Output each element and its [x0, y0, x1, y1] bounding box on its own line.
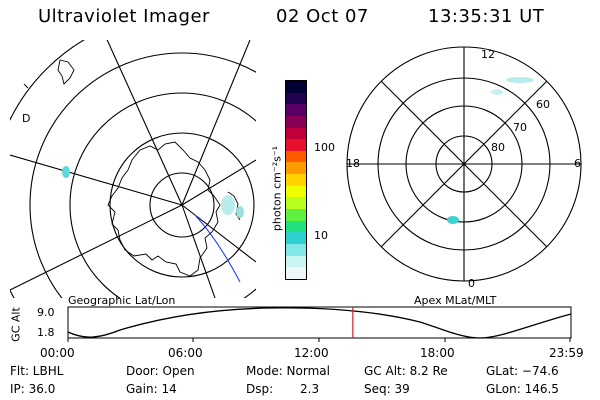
date-label: 02 Oct 07	[276, 6, 369, 27]
timeline-xtick-2: 12:00	[294, 346, 329, 360]
time-label: 13:35:31 UT	[428, 6, 545, 27]
mlat-label-70: 70	[513, 121, 527, 134]
status-flt: Flt: LBHL	[10, 364, 64, 378]
colorbar-tick-10: 10	[314, 229, 328, 242]
status-dsp-label: Dsp:	[246, 382, 274, 396]
left-panel-caption: Geographic Lat/Lon	[68, 294, 176, 307]
altitude-curve	[67, 307, 572, 339]
colorbar-segment	[286, 150, 306, 163]
status-ip: IP: 36.0	[10, 382, 56, 396]
timeline-xtick-1: 06:00	[168, 346, 203, 360]
timeline-ytick-bottom: 1.8	[37, 326, 55, 339]
mlt-label-12: 12	[481, 48, 495, 61]
right-panel-caption: Apex MLat/MLT	[414, 294, 497, 307]
status-dsp-value: 2.3	[300, 382, 320, 396]
status-glat: GLat: −74.6	[486, 364, 559, 378]
mlat-label-80: 80	[491, 141, 505, 154]
status-gain: Gain: 14	[126, 382, 177, 396]
colorbar-tick-100: 100	[314, 141, 335, 154]
status-door: Door: Open	[126, 364, 195, 378]
colorbar-segment	[286, 243, 306, 256]
mlt-label-18: 18	[346, 157, 360, 170]
colorbar-segment	[286, 174, 306, 186]
colorbar-segment	[286, 92, 306, 105]
colorbar-segment	[286, 162, 306, 175]
colorbar-segment	[286, 209, 306, 221]
colorbar-segment	[286, 255, 306, 268]
timeline-xtick-3: 18:00	[420, 346, 455, 360]
corner-label: D	[22, 112, 31, 125]
timeline-xtick-4: 23:59	[549, 346, 584, 360]
colorbar-segment	[286, 139, 306, 151]
colorbar-segment	[286, 81, 306, 93]
colorbar-segment	[286, 197, 306, 210]
colorbar	[285, 80, 307, 280]
mlt-label-6: 6	[574, 157, 581, 170]
status-gc-alt: GC Alt: 8.2 Re	[364, 364, 448, 378]
timeline-ytick-top: 9.0	[37, 306, 55, 319]
status-glon: GLon: 146.5	[486, 382, 559, 396]
status-seq: Seq: 39	[364, 382, 410, 396]
colorbar-segment	[286, 220, 306, 233]
colorbar-segment	[286, 115, 306, 128]
colorbar-segment	[286, 267, 306, 279]
colorbar-segment	[286, 104, 306, 116]
mlt-label-0: 0	[468, 277, 475, 290]
colorbar-segment	[286, 232, 306, 244]
timeline-xtick-0: 00:00	[40, 346, 75, 360]
timeline-frame	[67, 306, 572, 339]
mlat-label-60: 60	[536, 98, 550, 111]
colorbar-segment	[286, 127, 306, 140]
colorbar-segment	[286, 185, 306, 198]
instrument-title: Ultraviolet Imager	[38, 6, 210, 27]
status-mode: Mode: Normal	[246, 364, 330, 378]
